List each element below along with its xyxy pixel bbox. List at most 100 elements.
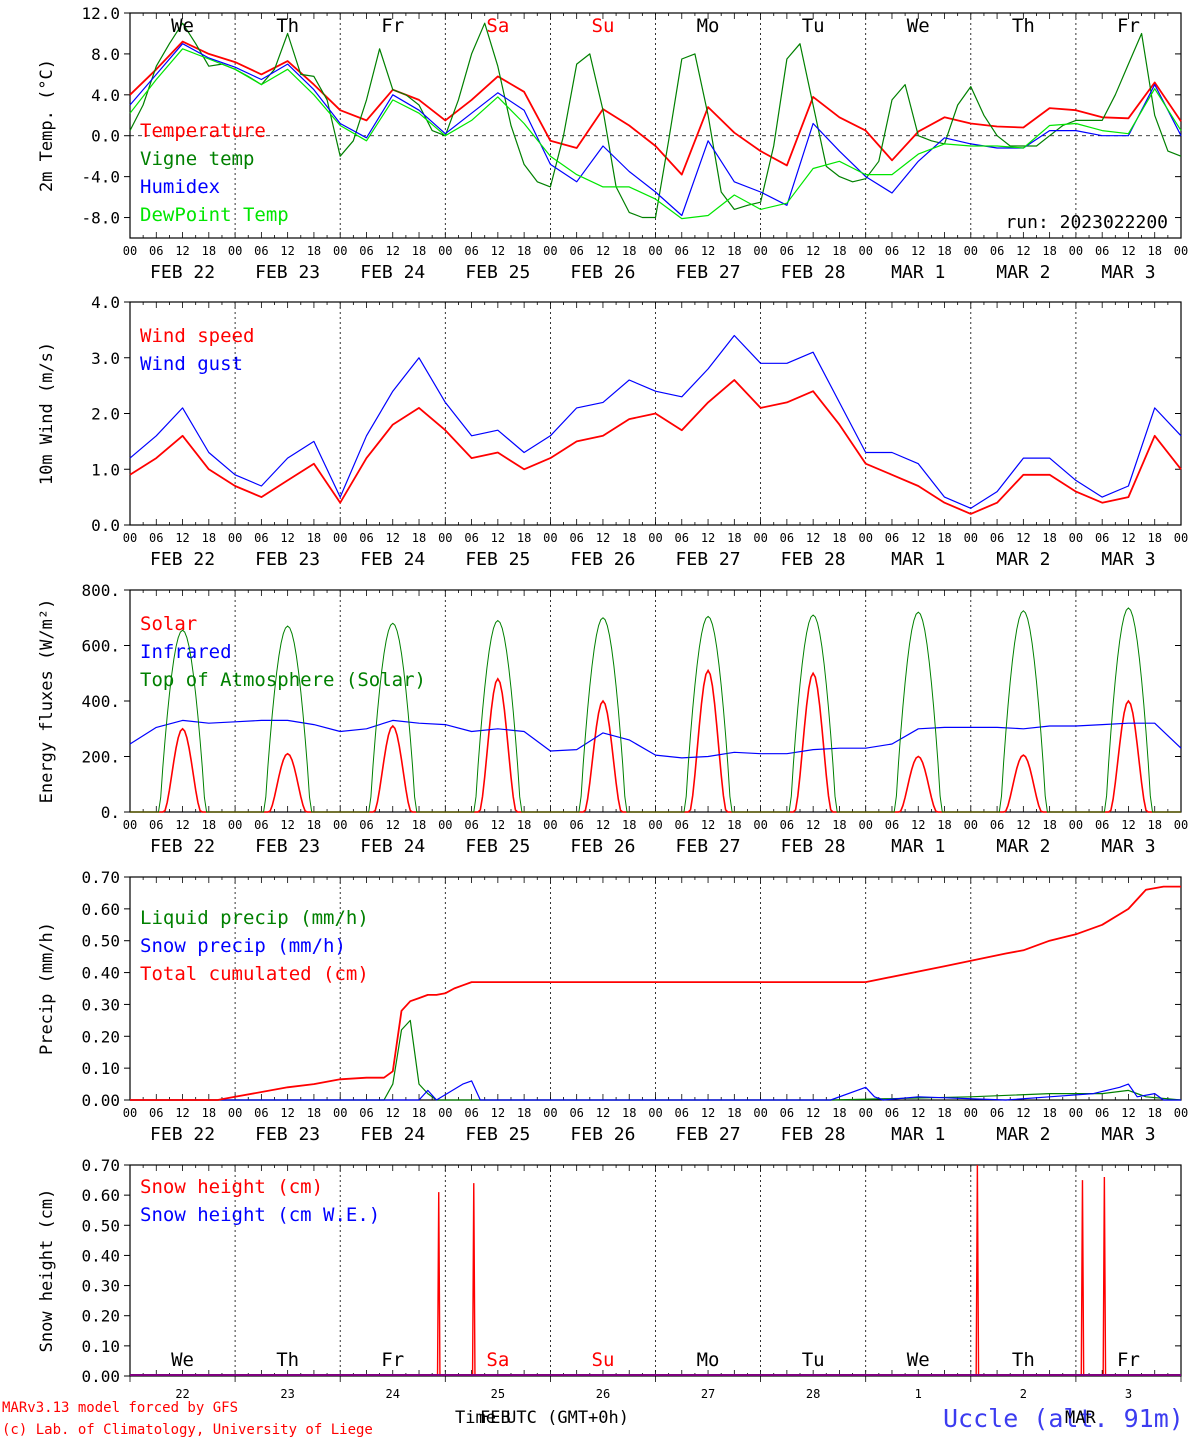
legend-entry: Vigne temp [140,148,254,170]
hour-tick-label: 18 [1042,1106,1056,1120]
date-label: MAR 2 [996,836,1050,857]
hour-tick-label: 00 [964,531,978,545]
hour-tick-label: 12 [386,244,400,258]
hour-tick-label: 00 [123,531,137,545]
day-number-label: 3 [1125,1387,1132,1401]
hour-tick-label: 18 [307,531,321,545]
hour-tick-label: 06 [675,531,689,545]
date-label: MAR 1 [891,836,945,857]
legend-entry: Wind gust [140,353,243,375]
hour-tick-label: 12 [491,818,505,832]
hour-tick-label: 06 [780,1106,794,1120]
hour-tick-label: 12 [1121,818,1135,832]
hour-tick-label: 06 [149,818,163,832]
hour-tick-label: 00 [858,244,872,258]
hour-tick-label: 06 [464,818,478,832]
hour-tick-label: 00 [1069,818,1083,832]
hour-tick-label: 06 [254,244,268,258]
hour-tick-label: 12 [596,531,610,545]
hour-tick-label: 18 [832,531,846,545]
date-label: MAR 3 [1101,549,1155,570]
hour-tick-label: 12 [1016,531,1030,545]
hour-tick-label: 06 [990,1106,1004,1120]
hour-tick-label: 00 [753,531,767,545]
x-axis-title: Time UTC (GMT+0h) [455,1408,629,1428]
hour-tick-label: 06 [149,244,163,258]
date-label: FEB 23 [255,549,320,570]
hour-tick-label: 00 [648,1106,662,1120]
hour-tick-label: 12 [596,818,610,832]
hour-tick-label: 18 [202,244,216,258]
day-number-label: 24 [386,1387,400,1401]
date-label: FEB 24 [360,262,425,283]
weekday-label: We [907,1349,930,1371]
weekday-label: Sa [486,1349,509,1371]
hour-tick-label: 18 [1147,531,1161,545]
hour-tick-label: 00 [123,1106,137,1120]
hour-tick-label: 18 [517,531,531,545]
date-label: FEB 23 [255,262,320,283]
hour-tick-label: 12 [596,244,610,258]
hour-tick-label: 00 [858,531,872,545]
y-tick-label: 200. [81,748,120,767]
legend-entry: Infrared [140,641,232,663]
hour-tick-label: 12 [491,531,505,545]
y-tick-label: 0.0 [91,127,120,146]
date-label: MAR 2 [996,1124,1050,1145]
day-number-label: 2 [1020,1387,1027,1401]
y-tick-label: 0.00 [81,1091,120,1110]
panel-3: 800. 600. 400. 200. 0. Energy fluxes (W/m²) 00… [37,581,1188,857]
y-tick-label: 0.00 [81,1367,120,1386]
date-label: FEB 26 [570,549,635,570]
hour-tick-label: 00 [964,1106,978,1120]
series-line [129,379,1182,515]
series-spike [975,1164,980,1377]
panel-2: 4.0 3.0 2.0 1.0 0.0 10m Wind (m/s) 00 06 12 18 00 0… [37,293,1188,570]
hour-tick-label: 12 [806,1106,820,1120]
hour-tick-label: 06 [1095,1106,1109,1120]
y-axis-label: Snow height (cm) [37,1189,57,1353]
hour-tick-label: 00 [543,244,557,258]
footer: MARv3.13 model forced by GFS (c) Lab. of… [2,1400,1184,1438]
date-label: FEB 24 [360,549,425,570]
weekday-label: Fr [381,1349,404,1371]
hour-tick-label: 12 [1016,818,1030,832]
hour-tick-label: 00 [333,818,347,832]
hour-tick-label: 12 [386,531,400,545]
hour-tick-label: 18 [832,818,846,832]
hour-tick-label: 00 [648,244,662,258]
hour-tick-label: 12 [280,244,294,258]
hour-tick-label: 18 [517,244,531,258]
hour-tick-label: 00 [753,818,767,832]
station-label: Uccle (alt. 91m) [943,1404,1184,1433]
hour-tick-label: 18 [202,1106,216,1120]
legend-entry: Liquid precip (mm/h) [140,907,369,929]
series-line [129,43,1182,217]
date-label: FEB 23 [255,1124,320,1145]
weekday-label: Fr [1117,1349,1140,1371]
hour-tick-label: 12 [911,244,925,258]
day-number-label: 25 [491,1387,505,1401]
hour-tick-label: 12 [1121,531,1135,545]
date-label: MAR 1 [891,262,945,283]
legend-entry: DewPoint Temp [140,204,289,226]
date-label: MAR 1 [891,1124,945,1145]
hour-tick-label: 18 [937,1106,951,1120]
hour-tick-label: 00 [438,244,452,258]
weekday-label: Fr [1117,15,1140,37]
hour-tick-label: 06 [569,244,583,258]
hour-tick-label: 12 [806,244,820,258]
date-label: MAR 2 [996,262,1050,283]
y-tick-label: 0.40 [81,964,120,983]
hour-tick-label: 00 [858,1106,872,1120]
hour-tick-label: 00 [1069,244,1083,258]
date-label: FEB 24 [360,836,425,857]
date-label: MAR 3 [1101,262,1155,283]
hour-tick-label: 18 [1147,244,1161,258]
y-tick-label: 0.70 [81,1156,120,1175]
weekday-label: Th [1012,15,1035,37]
weekday-label: Th [276,15,299,37]
hour-tick-label: 18 [622,1106,636,1120]
date-label: FEB 25 [465,836,530,857]
y-tick-label: 4.0 [91,293,120,312]
